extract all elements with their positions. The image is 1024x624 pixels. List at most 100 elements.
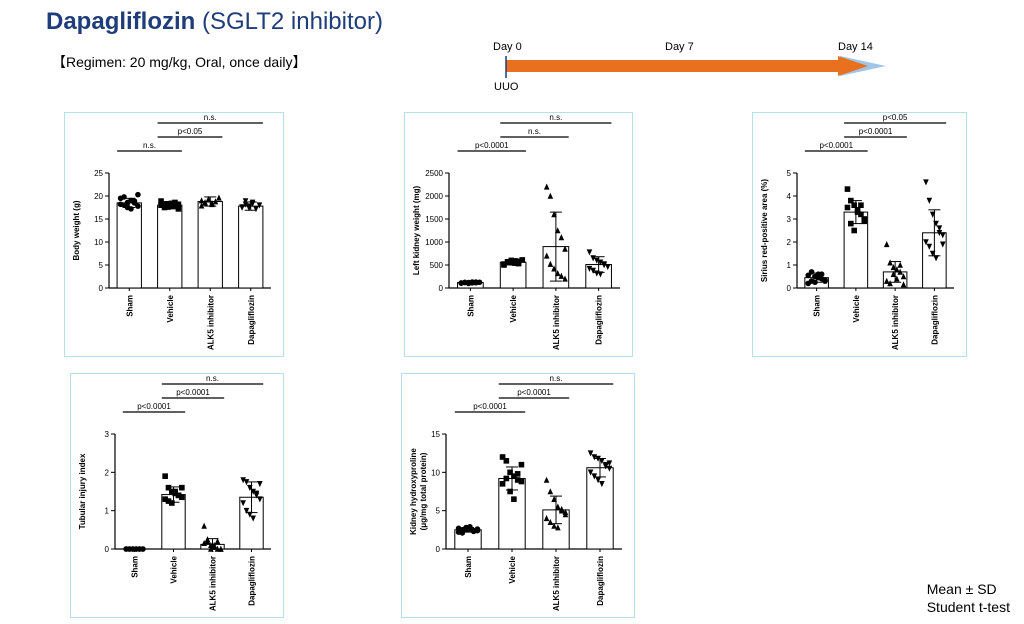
data-point xyxy=(212,198,219,205)
data-point xyxy=(514,477,521,483)
data-point xyxy=(165,201,171,207)
data-point xyxy=(543,476,550,483)
data-point xyxy=(249,201,256,208)
data-point xyxy=(240,500,246,507)
data-point xyxy=(929,250,936,257)
significance-label: p<0.0001 xyxy=(473,402,507,411)
y-axis-label: Body weight (g) xyxy=(72,200,81,260)
data-point xyxy=(551,522,557,529)
data-point xyxy=(256,202,263,209)
data-point xyxy=(240,477,246,484)
data-point xyxy=(851,227,857,234)
data-point xyxy=(812,279,818,286)
data-point xyxy=(595,477,601,484)
data-point xyxy=(933,220,939,227)
chart-panel-tubular-injury: 0 1 2 3 Tubular injury index Sham Vehicle ALK5 … xyxy=(70,373,284,618)
data-point xyxy=(172,199,178,206)
data-point xyxy=(848,197,854,204)
y-tick-label: 15 xyxy=(94,215,103,224)
data-point xyxy=(543,515,550,522)
y-axis-label: Tubular injury index xyxy=(78,453,87,529)
data-point xyxy=(933,255,939,262)
y-tick-label: 5 xyxy=(99,261,104,270)
data-point xyxy=(844,186,851,192)
x-tick-label: Sham xyxy=(813,295,822,317)
y-axis-label: Kidney hydroxyproline xyxy=(409,448,418,535)
significance-label: n.s. xyxy=(550,374,563,383)
data-point xyxy=(858,211,864,218)
data-point xyxy=(890,264,897,271)
significance-label: p<0.0001 xyxy=(137,402,171,411)
bar xyxy=(238,205,264,289)
x-tick-label: ALK5 inhibitor xyxy=(552,556,561,611)
significance-label: p<0.05 xyxy=(883,113,908,122)
data-point xyxy=(887,259,893,266)
data-point xyxy=(597,271,604,278)
data-point xyxy=(562,508,569,515)
data-point xyxy=(504,258,511,265)
data-point xyxy=(547,260,554,267)
data-point xyxy=(562,245,568,252)
data-point xyxy=(128,206,134,212)
data-point xyxy=(543,183,550,190)
data-point xyxy=(587,450,594,457)
stats-mean-sd: Mean ± SD xyxy=(926,581,997,597)
data-point xyxy=(242,201,249,208)
data-point xyxy=(547,488,554,495)
significance-label: n.s. xyxy=(143,141,156,150)
data-point xyxy=(158,202,164,208)
data-point xyxy=(121,194,127,200)
significance-label: p<0.0001 xyxy=(859,127,893,136)
x-tick-label: Dapagliflozin xyxy=(930,295,939,345)
significance-label: n.s. xyxy=(206,374,219,383)
y-tick-label: 2 xyxy=(105,468,110,477)
data-point xyxy=(602,463,609,470)
data-point xyxy=(162,473,168,479)
data-point xyxy=(900,281,907,288)
data-point xyxy=(590,255,596,262)
bar xyxy=(586,467,614,550)
data-point xyxy=(257,481,263,488)
x-tick-label: Sham xyxy=(466,295,475,317)
data-point xyxy=(861,218,868,225)
x-tick-label: ALK5 inhibitor xyxy=(209,556,218,611)
stats-note: Mean ± SD Student t-test xyxy=(927,580,1010,616)
x-tick-label: Vehicle xyxy=(170,555,179,583)
data-point xyxy=(205,196,212,203)
data-point xyxy=(923,239,929,246)
data-point xyxy=(162,496,168,502)
y-tick-label: 0 xyxy=(787,284,792,293)
data-point xyxy=(243,479,250,486)
timeline-event-label: UUO xyxy=(494,81,519,93)
significance-label: p<0.0001 xyxy=(819,141,853,150)
data-point xyxy=(172,202,178,209)
data-point xyxy=(593,257,600,264)
bar xyxy=(116,202,142,289)
data-point xyxy=(518,461,525,468)
data-point xyxy=(586,265,593,272)
significance-label: p<0.0001 xyxy=(517,388,551,397)
data-point xyxy=(599,458,605,465)
data-point xyxy=(175,492,182,499)
data-point xyxy=(165,204,171,210)
data-point xyxy=(897,268,903,275)
page-title: Dapagliflozin (SGLT2 inhibitor) xyxy=(46,8,383,36)
data-point xyxy=(900,273,907,280)
data-point xyxy=(818,271,825,277)
data-point xyxy=(555,503,561,510)
x-tick-label: Vehicle xyxy=(852,294,861,322)
significance-label: p<0.0001 xyxy=(475,141,509,150)
significance-label: p<0.05 xyxy=(178,127,203,136)
y-tick-label: 2 xyxy=(787,238,792,247)
data-point xyxy=(246,205,252,212)
data-point xyxy=(939,232,946,239)
data-point xyxy=(595,455,601,462)
y-tick-label: 1000 xyxy=(425,238,443,247)
data-point xyxy=(591,473,598,480)
data-point xyxy=(158,198,164,204)
data-point xyxy=(204,536,211,543)
data-point xyxy=(209,200,215,207)
data-point xyxy=(551,265,557,272)
data-point xyxy=(250,488,256,495)
data-point xyxy=(562,275,568,282)
